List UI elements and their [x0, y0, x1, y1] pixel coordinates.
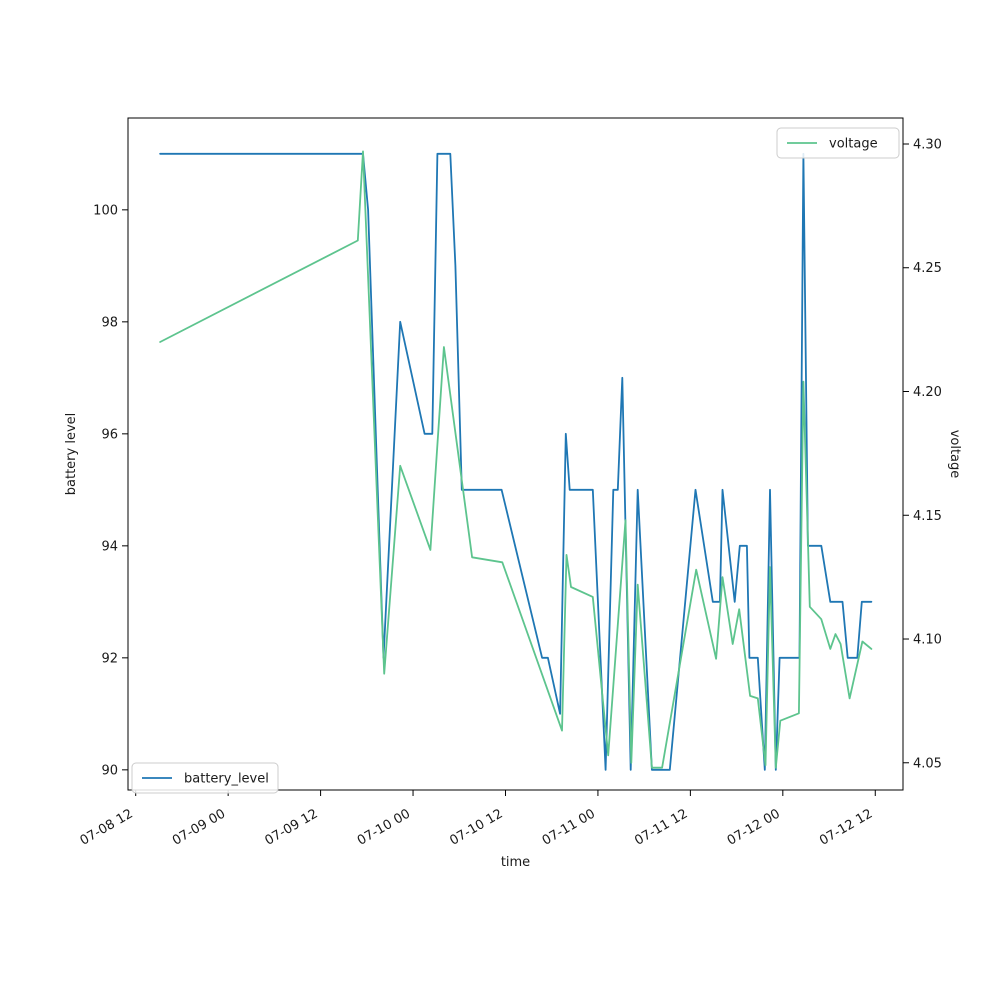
y-right-tick-label: 4.15 — [913, 509, 942, 524]
legend-voltage-label: voltage — [829, 137, 878, 152]
y-right-axis-label: voltage — [947, 430, 962, 479]
y-left-tick-label: 92 — [101, 651, 118, 666]
y-right-tick-label: 4.30 — [913, 137, 942, 152]
legend-battery-level-box — [131, 762, 279, 794]
y-right-tick-label: 4.05 — [913, 756, 942, 771]
y-left-axis-label: battery level — [64, 413, 79, 496]
legend-voltage-box — [776, 127, 900, 159]
voltage-line — [159, 150, 873, 769]
y-left-tick-label: 90 — [101, 763, 118, 778]
y-right-tick-label: 4.20 — [913, 385, 942, 400]
x-axis-label: time — [501, 855, 530, 870]
y-left-tick-label: 94 — [101, 539, 118, 554]
y-left-tick-label: 98 — [101, 315, 118, 330]
y-left-tick-label: 100 — [93, 203, 118, 218]
y-left-tick-label: 96 — [101, 427, 118, 442]
y-right-tick-label: 4.10 — [913, 633, 942, 648]
y-right-tick-label: 4.25 — [913, 261, 942, 276]
legend-battery-level-label: battery_level — [184, 772, 269, 787]
plot-frame — [127, 117, 904, 791]
